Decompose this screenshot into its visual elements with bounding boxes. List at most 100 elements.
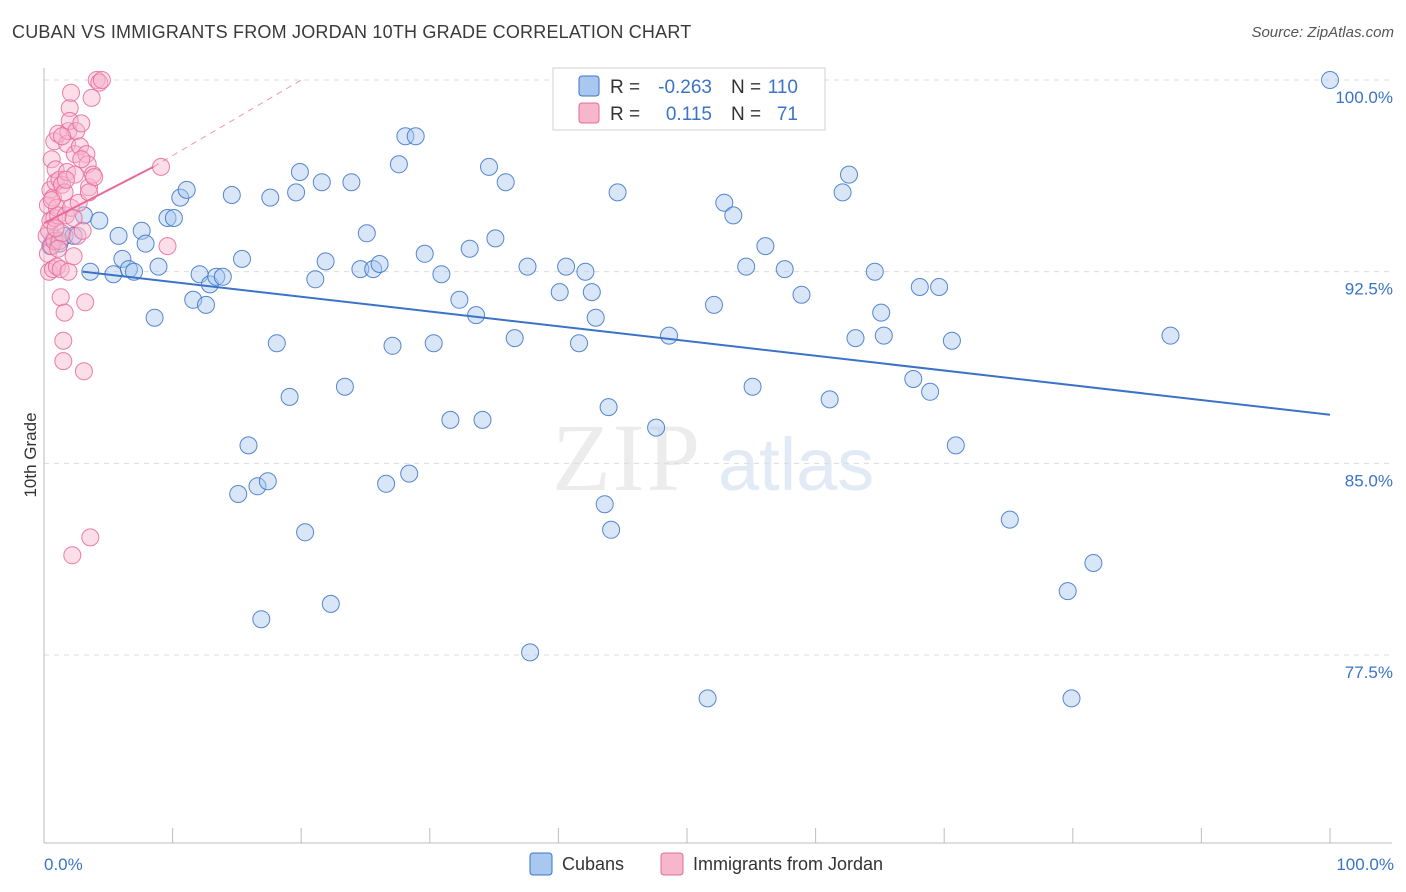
source-credit: Source: ZipAtlas.com [1251,24,1394,41]
cubans-point-26 [213,267,232,286]
stats-legend-r-value-jordan: 0.115 [666,104,712,125]
cubans-point-93 [840,165,858,184]
jordan-point-47 [72,114,91,133]
cubans-point-73 [576,262,595,281]
cubans-point-95 [865,262,884,281]
gridlines [44,79,1392,656]
jordan-point-35 [60,99,79,118]
cubans-point-51 [383,336,402,355]
cubans-point-104 [1000,510,1019,529]
cubans-point-92 [833,183,852,202]
cubans-point-70 [550,283,569,302]
cubans-point-62 [467,306,486,325]
cubans-point-81 [660,326,678,345]
cubans-point-33 [258,472,277,491]
cubans-point-30 [239,436,258,455]
cubans-point-102 [942,331,961,350]
y-tick-labels: 100.0% 92.5% 85.0% 77.5% [1335,88,1393,682]
cubans-point-61 [460,239,479,258]
y-tick-label-0: 100.0% [1335,88,1393,107]
cubans-point-74 [582,283,601,302]
cubans-point-39 [296,523,315,542]
cubans-point-36 [280,387,299,406]
jordan-trendline-extension [153,79,302,168]
x-tick-label-left: 0.0% [44,855,83,874]
cubans-point-82 [698,689,717,708]
cubans-point-97 [874,326,893,345]
cubans-point-18 [164,209,183,227]
cubans-point-16 [149,257,168,276]
cubans-points [41,71,1339,708]
y-tick-label-3: 77.5% [1345,663,1393,682]
cubans-point-29 [233,249,251,268]
jordan-point-62 [158,237,177,256]
cubans-point-94 [846,329,865,348]
trendlines [43,79,1331,416]
jordan-point-60 [92,71,111,89]
cubans-trendline [82,270,1331,416]
cubans-point-108 [1161,326,1180,345]
cubans-point-103 [946,436,965,455]
cubans-point-80 [647,418,666,437]
jordan-point-64 [46,219,65,238]
cubans-point-42 [316,252,335,271]
cubans-point-77 [599,398,618,417]
chart-title: CUBAN VS IMMIGRANTS FROM JORDAN 10TH GRA… [12,22,692,42]
jordan-point-49 [74,362,93,381]
stats-legend-swatch-cubans [578,75,600,97]
cubans-point-89 [775,260,794,279]
cubans-point-106 [1062,689,1081,708]
jordan-point-23 [51,288,70,307]
stats-legend-r-label-cubans: R = [610,77,640,98]
cubans-point-105 [1058,582,1077,601]
cubans-point-88 [756,237,775,256]
cubans-point-37 [287,183,306,202]
cubans-point-109 [1321,71,1339,89]
cubans-point-71 [557,257,576,276]
jordan-point-37 [62,83,80,102]
cubans-point-58 [432,265,451,284]
watermark-atlas: atlas [718,423,874,506]
jordan-point-55 [82,88,101,107]
jordan-point-44 [68,226,87,245]
jordan-point-68 [72,150,91,169]
jordan-point-58 [87,71,106,89]
cubans-point-20 [177,180,196,199]
cubans-point-43 [321,594,340,613]
cubans-point-23 [197,295,215,314]
jordan-point-28 [55,303,74,322]
cubans-point-84 [715,193,734,212]
cubans-point-72 [570,334,588,353]
cubans-point-53 [396,127,415,146]
jordan-point-61 [152,157,170,176]
jordan-point-50 [76,293,95,312]
cubans-point-4 [64,226,83,245]
cubans-point-85 [724,206,743,225]
stats-legend-n-label-cubans: N = [731,77,761,98]
series-legend-swatch-jordan [660,852,684,876]
cubans-point-99 [910,278,929,296]
cubans-point-25 [207,267,226,286]
cubans-point-10 [113,249,132,268]
cubans-point-41 [312,173,331,192]
stats-legend-n-label-jordan: N = [731,104,761,125]
series-legend-label-jordan: Immigrants from Jordan [693,854,883,874]
stats-legend-swatch-jordan [578,102,600,124]
cubans-point-55 [406,127,425,146]
cubans-point-98 [904,370,923,388]
cubans-point-87 [743,377,762,396]
cubans-point-59 [441,410,460,429]
cubans-point-66 [496,173,515,192]
y-axis-title: 10th Grade [21,412,40,497]
jordan-point-27 [54,352,73,371]
cubans-point-6 [90,211,109,230]
y-tick-label-2: 85.0% [1345,471,1393,490]
cubans-point-17 [158,209,177,227]
cubans-point-79 [608,183,627,202]
cubans-point-35 [267,334,286,353]
cubans-point-86 [737,257,756,276]
jordan-trendline [43,165,154,225]
cubans-point-57 [424,334,443,353]
cubans-point-91 [820,390,839,409]
jordan-point-57 [85,168,104,187]
